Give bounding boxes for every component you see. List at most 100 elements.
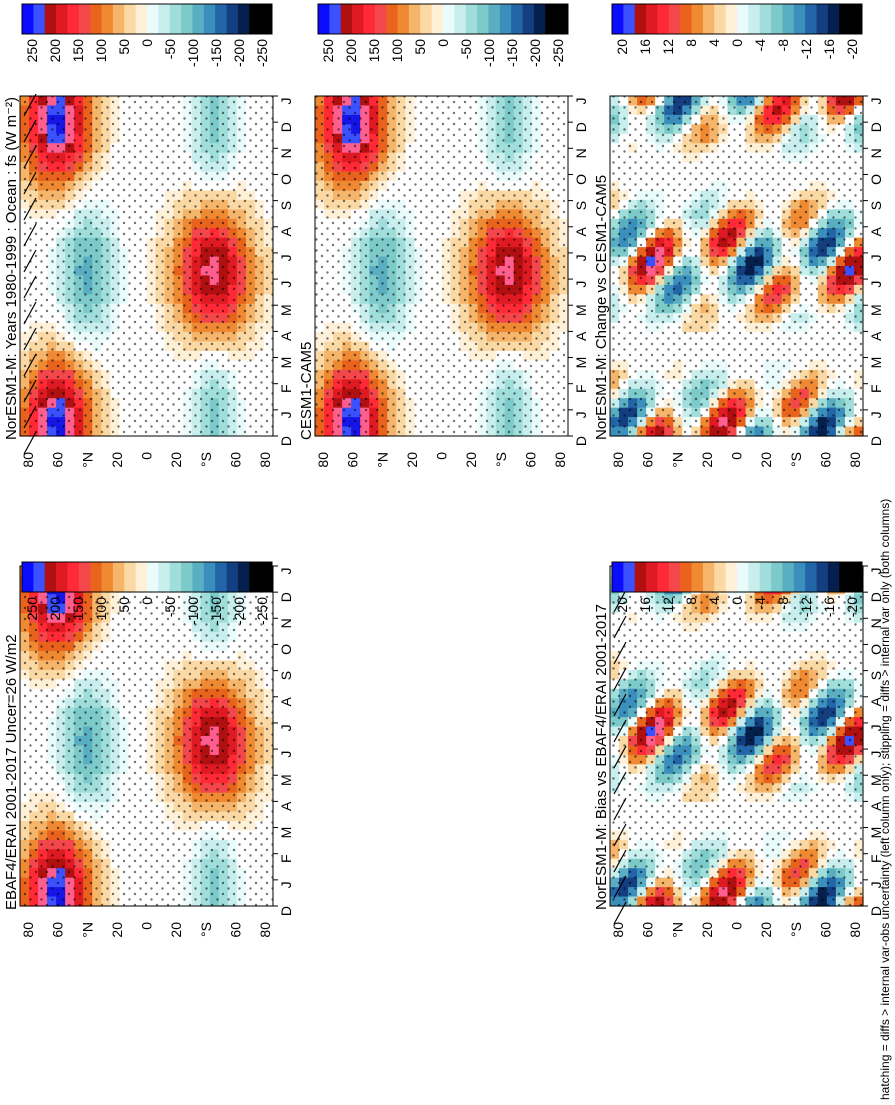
colorbar-swatch	[203, 4, 216, 34]
latitude-tick-label: °N	[374, 452, 390, 468]
month-tick-label: A	[868, 226, 884, 236]
month-tick-label: M	[868, 304, 884, 316]
colorbar-tick-label: 150	[366, 39, 382, 63]
colorbar-tick-label: -250	[550, 39, 566, 67]
month-tick-label: J	[278, 254, 294, 261]
colorbar-tick-label: -200	[527, 39, 543, 67]
latitude-tick-label: 80	[610, 452, 626, 468]
colorbar-swatch	[90, 562, 102, 592]
colorbar-tick-label: 150	[70, 597, 86, 621]
plot-frame	[609, 95, 864, 437]
colorbar-frame	[611, 3, 863, 35]
colorbar-tick-label: -200	[231, 597, 247, 625]
colorbar-swatch	[260, 562, 273, 592]
colorbar-swatch	[827, 4, 840, 34]
latitude-tick-label: °S	[198, 452, 214, 467]
month-tick-label: S	[278, 201, 294, 210]
latitude-tick-label: °S	[493, 452, 509, 467]
latitude-tick-label: °N	[669, 452, 685, 468]
plot-frame	[314, 95, 569, 437]
colorbar-swatch	[737, 4, 749, 34]
colorbar-tick-label: 150	[70, 39, 86, 63]
latitude-tick-label: 80	[552, 452, 568, 468]
latitude-tick-label: 80	[20, 452, 36, 468]
colorbar-swatch	[124, 4, 137, 34]
colorbar-swatch	[488, 4, 501, 34]
colorbar-swatch	[646, 4, 658, 34]
latitude-tick-label: 0	[139, 452, 155, 460]
latitude-tick-label: 60	[640, 452, 656, 468]
colorbar-tick-label: 0	[139, 597, 155, 605]
colorbar-swatch	[169, 562, 182, 592]
colorbar-swatch	[522, 4, 535, 34]
colorbar-swatch	[181, 4, 193, 34]
month-tick-label: A	[573, 331, 589, 341]
month-tick-label: S	[278, 671, 294, 680]
month-tick-label: J	[868, 254, 884, 261]
colorbar-swatch	[465, 4, 478, 34]
stippling-overlay	[20, 96, 273, 436]
colorbar-swatch	[668, 4, 681, 34]
colorbar-swatch	[329, 4, 342, 34]
hatch-line	[23, 379, 37, 403]
latitude-tick-label: °S	[198, 922, 214, 937]
latitude-tick-label: °S	[788, 452, 804, 467]
colorbar-swatch	[226, 562, 239, 592]
month-tick-label: O	[868, 174, 884, 185]
colorbar-frame	[317, 3, 569, 35]
colorbar-swatch	[135, 4, 148, 34]
colorbar-tick-label: 100	[93, 597, 109, 621]
colorbar-tick-label: 4	[706, 39, 722, 47]
colorbar-swatch	[112, 4, 125, 34]
colorbar-swatch	[78, 562, 91, 592]
colorbar-tick-label: 0	[729, 39, 745, 47]
colorbar-tick-label: -250	[254, 39, 270, 67]
month-tick-label: A	[868, 331, 884, 341]
latitude-tick-label: 80	[257, 452, 273, 468]
colorbar-swatch	[192, 562, 205, 592]
panel-title: NorESM1-M: Change vs CESM1-CAM5	[593, 175, 610, 440]
colorbar-tick-label: -16	[821, 39, 837, 59]
colorbar-tick-label: -100	[185, 39, 201, 67]
colorbar-swatch	[249, 562, 262, 592]
colorbar-swatch	[499, 4, 512, 34]
colorbar-swatch	[215, 562, 227, 592]
colorbar-swatch	[33, 4, 46, 34]
colorbar-tick-label: 50	[412, 39, 428, 55]
month-tick-label: S	[573, 201, 589, 210]
colorbar-tick-label: -50	[162, 39, 178, 59]
month-tick-label: J	[278, 281, 294, 288]
colorbar-swatch	[850, 4, 863, 34]
month-tick-label: M	[278, 827, 294, 839]
colorbar-swatch	[101, 562, 114, 592]
hatch-line	[23, 275, 37, 299]
month-tick-label: J	[573, 98, 589, 105]
colorbar-tick-label: 50	[116, 597, 132, 613]
colorbar-swatch	[748, 4, 761, 34]
colorbar-tick-label: -12	[798, 39, 814, 59]
month-tick-label: M	[278, 357, 294, 369]
latitude-tick-label: 80	[847, 452, 863, 468]
month-tick-label: A	[278, 226, 294, 236]
panel-title: EBAF4/ERAI 2001-2017 Uncer=26 W/m2	[3, 634, 20, 910]
month-tick-label: O	[573, 174, 589, 185]
colorbar-swatch	[691, 4, 704, 34]
colorbar-swatch	[318, 4, 330, 34]
colorbar-tick-label: 200	[47, 597, 63, 621]
colorbar-swatch	[443, 4, 455, 34]
colorbar-swatch	[634, 4, 647, 34]
colorbar-tick-label: 12	[660, 39, 676, 55]
colorbar-swatch	[420, 4, 433, 34]
panel-title: NorESM1-M: Years 1980-1999 : Ocean : fs …	[3, 97, 20, 440]
colorbar-swatch	[135, 562, 148, 592]
month-tick-label: J	[278, 881, 294, 888]
month-tick-label: J	[573, 254, 589, 261]
colorbar-swatch	[657, 4, 670, 34]
latitude-tick-label: 80	[20, 922, 36, 938]
colorbar-swatch	[147, 4, 159, 34]
colorbar-swatch	[249, 4, 262, 34]
